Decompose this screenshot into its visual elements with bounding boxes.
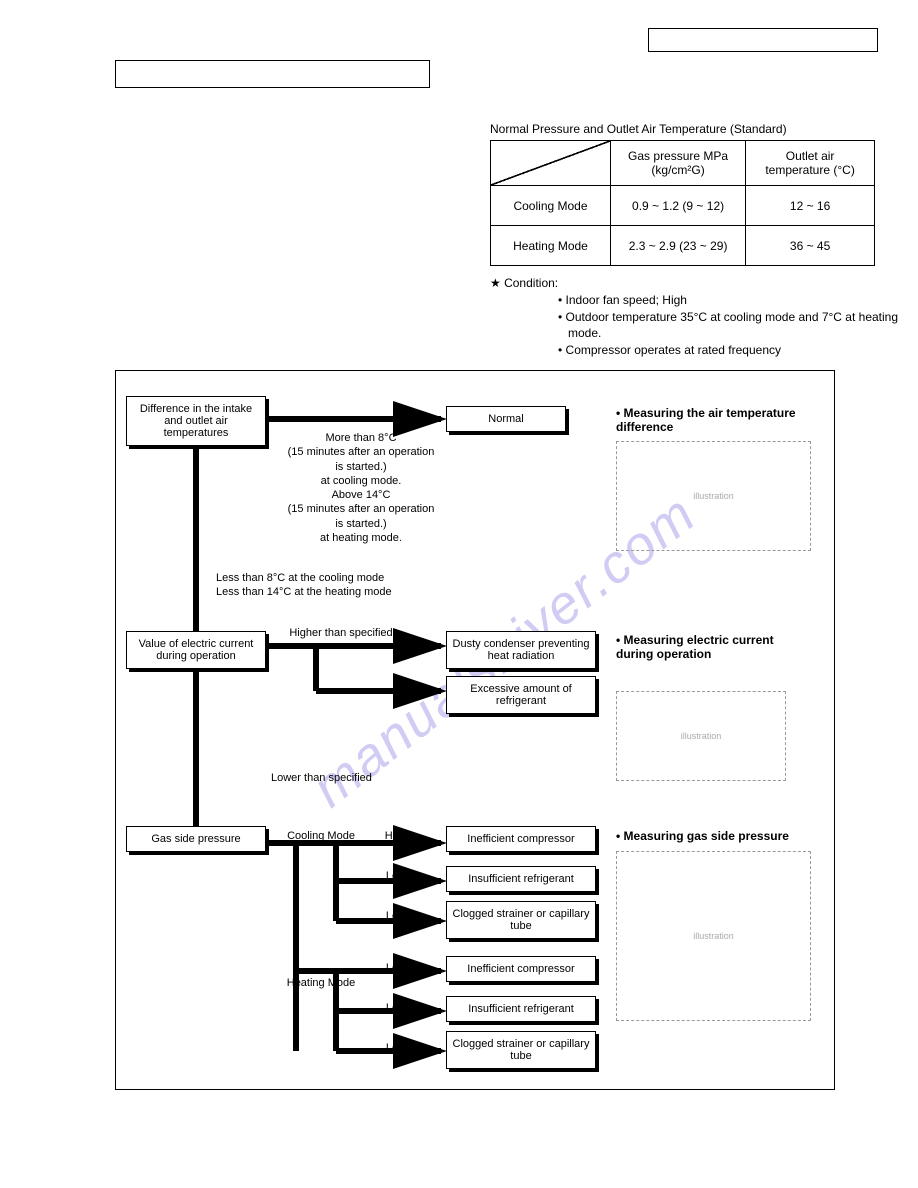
fc-box-3-5: Insufficient refrigerant	[446, 996, 596, 1022]
cell-temp: 36 ~ 45	[746, 226, 875, 266]
fc-down-text-2: Lower than specified	[271, 771, 421, 785]
conditions-block: ★ Condition: Indoor fan speed; High Outd…	[490, 275, 918, 359]
cell-mode: Heating Mode	[491, 226, 611, 266]
table-row: Heating Mode 2.3 ~ 2.9 (23 ~ 29) 36 ~ 45	[491, 226, 875, 266]
condition-item: Indoor fan speed; High	[568, 292, 918, 309]
fc-box-3-1: Inefficient compressor	[446, 826, 596, 852]
table-header-pressure: Gas pressure MPa (kg/cm²G)	[611, 141, 746, 186]
fc-low: Low	[376, 1001, 416, 1015]
table-header-blank	[491, 141, 611, 186]
fc-normal: Normal	[446, 406, 566, 432]
illustration-clamp-meter: illustration	[616, 691, 786, 781]
fc-box-3-3: Clogged strainer or capillary tube	[446, 901, 596, 939]
fc-down-text-1: Less than 8°C at the cooling mode Less t…	[216, 571, 446, 600]
table-row: Cooling Mode 0.9 ~ 1.2 (9 ~ 12) 12 ~ 16	[491, 186, 875, 226]
fc-start-2: Value of electric current during operati…	[126, 631, 266, 669]
fc-start-3: Gas side pressure	[126, 826, 266, 852]
fc-heading-1: Measuring the air temperature difference	[616, 406, 796, 434]
cell-pressure: 0.9 ~ 1.2 (9 ~ 12)	[611, 186, 746, 226]
condition-item: Outdoor temperature 35°C at cooling mode…	[568, 309, 918, 343]
fc-low: Low	[376, 1041, 416, 1055]
fc-arrow-text-1: More than 8°C (15 minutes after an opera…	[286, 431, 436, 545]
condition-item: Compressor operates at rated frequency	[568, 342, 918, 359]
table-header-temp: Outlet air temperature (°C)	[746, 141, 875, 186]
cell-temp: 12 ~ 16	[746, 186, 875, 226]
fc-start-1: Difference in the intake and outlet air …	[126, 396, 266, 446]
conditions-prefix: ★ Condition:	[490, 276, 558, 290]
fc-box-3-6: Clogged strainer or capillary tube	[446, 1031, 596, 1069]
title-box	[115, 60, 430, 88]
fc-low: Low	[376, 909, 416, 923]
fc-cooling-label: Cooling Mode	[276, 829, 366, 843]
flowchart-panel: Difference in the intake and outlet air …	[115, 370, 835, 1090]
fc-arrow-text-2: Higher than specified	[276, 626, 406, 640]
fc-box-3-4: Inefficient compressor	[446, 956, 596, 982]
cell-pressure: 2.3 ~ 2.9 (23 ~ 29)	[611, 226, 746, 266]
table-title: Normal Pressure and Outlet Air Temperatu…	[490, 122, 787, 136]
fc-heating-label: Heating Mode	[276, 976, 366, 990]
fc-box-excess: Excessive amount of refrigerant	[446, 676, 596, 714]
cell-mode: Cooling Mode	[491, 186, 611, 226]
illustration-aircon: illustration	[616, 441, 811, 551]
pressure-table: Gas pressure MPa (kg/cm²G) Outlet air te…	[490, 140, 875, 266]
fc-low: Low	[376, 961, 416, 975]
fc-high: High	[376, 829, 416, 843]
header-box	[648, 28, 878, 52]
fc-box-dusty: Dusty condenser preventing heat radiatio…	[446, 631, 596, 669]
fc-heading-2: Measuring electric current during operat…	[616, 633, 796, 661]
fc-low: Low	[376, 869, 416, 883]
illustration-gauge: illustration	[616, 851, 811, 1021]
fc-heading-3: Measuring gas side pressure	[616, 829, 806, 843]
fc-box-3-2: Insufficient refrigerant	[446, 866, 596, 892]
